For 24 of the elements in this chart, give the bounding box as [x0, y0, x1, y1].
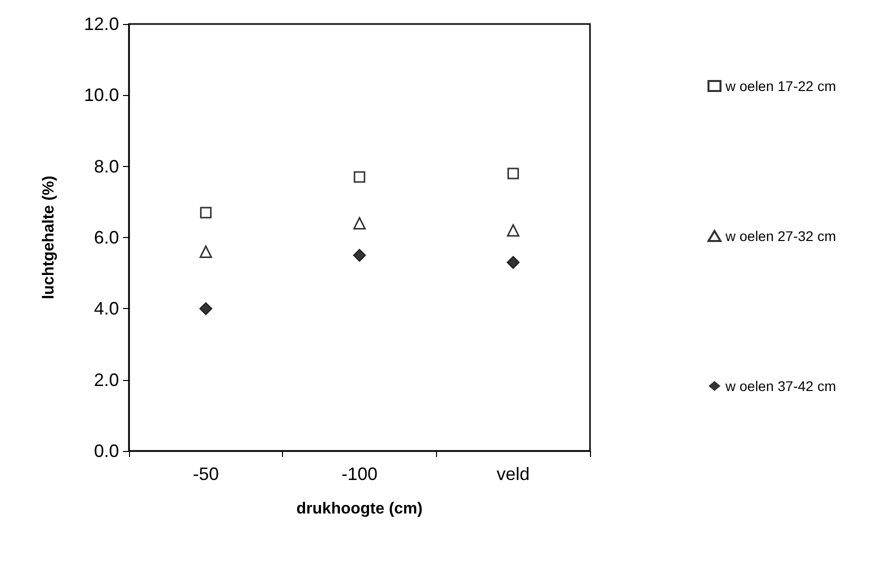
y-tick-label: 6.0	[94, 228, 119, 248]
legend-label: w oelen 27-32 cm	[724, 228, 836, 244]
x-tick-label: -100	[341, 464, 378, 484]
x-tick-label: veld	[496, 464, 530, 484]
point	[200, 245, 212, 258]
x-axis-title: drukhoogte (cm)	[296, 500, 423, 518]
point	[353, 248, 366, 262]
y-tick-label: 4.0	[94, 298, 119, 319]
point	[199, 302, 212, 316]
legend-label: w oelen 17-22 cm	[724, 78, 836, 94]
x-tick-label: -50	[192, 464, 219, 484]
point	[354, 171, 366, 183]
y-tick-label: 2.0	[94, 370, 119, 390]
y-tick-label: 8.0	[94, 156, 119, 176]
point	[353, 217, 366, 230]
legend-label: w oelen 37-42 cm	[724, 378, 836, 394]
point	[200, 206, 212, 218]
point	[506, 224, 520, 237]
point	[507, 168, 519, 180]
point	[506, 256, 520, 269]
y-axis-title: luchtgehalte (%)	[40, 176, 58, 300]
y-tick-label: 10.0	[84, 85, 119, 106]
y-tick-label: 0.0	[94, 441, 119, 461]
y-tick-label: 12.0	[84, 14, 119, 34]
